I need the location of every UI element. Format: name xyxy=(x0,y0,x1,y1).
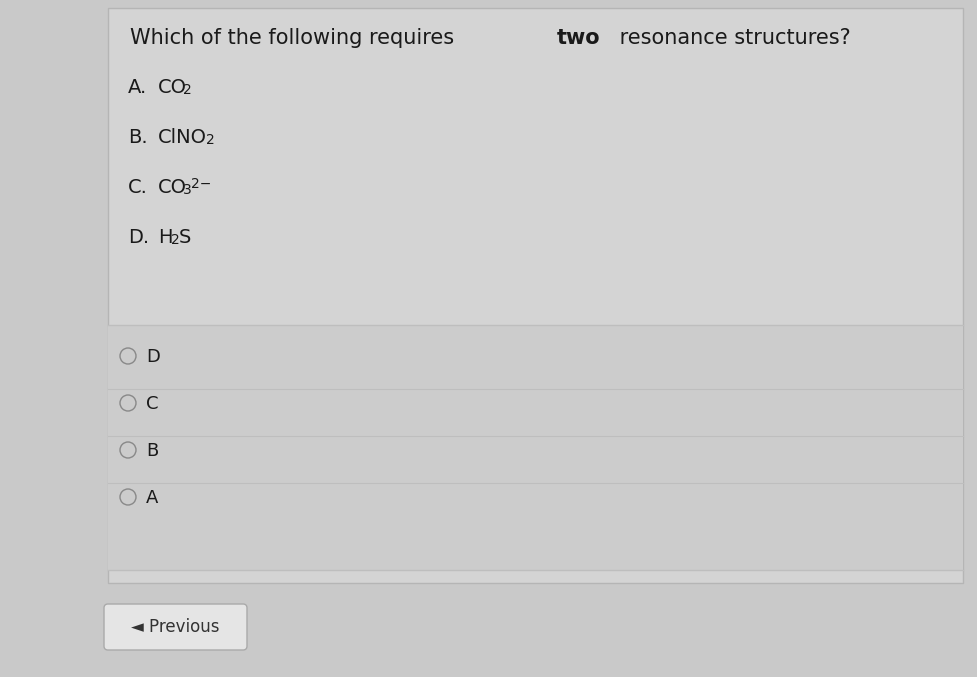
Text: CO: CO xyxy=(158,178,187,197)
Text: 2−: 2− xyxy=(191,177,211,191)
Text: 3: 3 xyxy=(183,183,191,197)
Text: 2: 2 xyxy=(206,133,215,147)
Text: ClNO: ClNO xyxy=(158,128,207,147)
Text: S: S xyxy=(179,228,191,247)
FancyBboxPatch shape xyxy=(108,325,963,570)
Text: B.: B. xyxy=(128,128,148,147)
Text: H: H xyxy=(158,228,173,247)
Text: 2: 2 xyxy=(183,83,191,97)
Text: C.: C. xyxy=(128,178,148,197)
FancyBboxPatch shape xyxy=(104,604,247,650)
Text: resonance structures?: resonance structures? xyxy=(613,28,851,48)
Text: 2: 2 xyxy=(171,233,180,247)
Text: two: two xyxy=(557,28,601,48)
Text: D.: D. xyxy=(128,228,149,247)
Text: A: A xyxy=(146,489,158,507)
Text: Which of the following requires: Which of the following requires xyxy=(130,28,461,48)
Text: CO: CO xyxy=(158,78,187,97)
Text: C: C xyxy=(146,395,158,413)
FancyBboxPatch shape xyxy=(108,8,963,583)
Text: A.: A. xyxy=(128,78,148,97)
Text: B: B xyxy=(146,442,158,460)
Text: ◄ Previous: ◄ Previous xyxy=(131,618,220,636)
Text: D: D xyxy=(146,348,160,366)
